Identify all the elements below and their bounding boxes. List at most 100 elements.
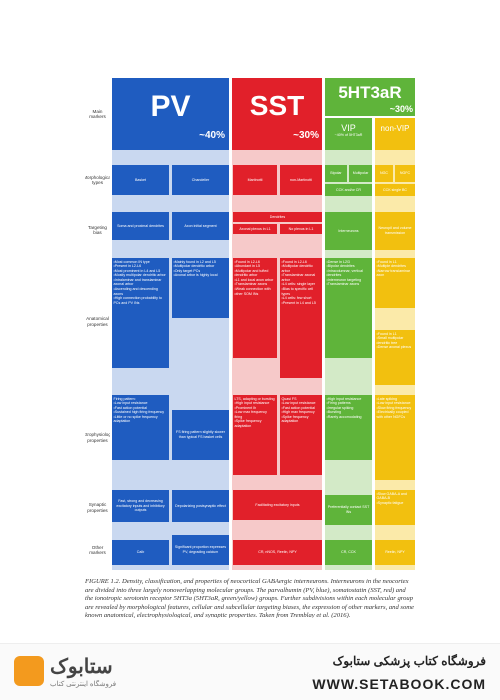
cell-line: FS firing pattern slightly slower than t… xyxy=(176,430,225,439)
cell: •Dense in L2/3 •Bipolar dendrites •Intraco… xyxy=(325,258,372,358)
cell-line: •Mostly multipolar dendritic arbor xyxy=(113,273,166,278)
cell-line: Fast, strong and decreasing excitatory i… xyxy=(116,499,165,513)
cell-line: •Bursting xyxy=(326,410,341,415)
nonvip-title: non-VIP xyxy=(380,124,410,133)
cell: Multipolar xyxy=(349,165,372,182)
cell-line: •Found in L2-L6 xyxy=(281,259,307,264)
cell: Fast, strong and decreasing excitatory i… xyxy=(112,490,169,522)
cell: Neuropil and volume transmission xyxy=(375,212,415,250)
pv-header: PV ~40% xyxy=(112,78,229,150)
cell-line: Martinotti xyxy=(247,177,263,182)
cell-line: •Multipolar and tufted dendritic arbor xyxy=(234,268,269,278)
cell-line: •Only target PCs xyxy=(173,268,201,273)
cell-line: •High input resistance xyxy=(326,396,362,401)
cell-line: •Rarely accomodating xyxy=(326,414,362,419)
cell-line: •Spike frequency adaptation xyxy=(234,419,262,429)
cell: •Found in L2-L6 •Abundant in L5 •Multipola… xyxy=(233,258,277,358)
cell-line: •Present in L4 and L5 xyxy=(281,300,316,305)
cell-line: Preferentially contact SST INs xyxy=(327,505,370,514)
cell-line: Firing pattern: xyxy=(113,396,136,401)
cell-line: •Firing patterns xyxy=(326,401,351,406)
row-label-text: Morphological types xyxy=(85,174,110,185)
cell-line: •L4 cells: single layer xyxy=(281,282,316,287)
cell-line: •Low input resistance xyxy=(376,401,411,406)
cell: FS firing pattern slightly slower than t… xyxy=(172,410,229,460)
cell: •Mainly found in L2 and L5 •Multipolar de… xyxy=(172,258,229,318)
cell-line: •Present in L2-L6 xyxy=(113,264,142,269)
cell-line: Interneurons xyxy=(338,228,359,233)
cell-line: •L1 and local axon arbor xyxy=(234,277,274,282)
cell: No plexus in L1 xyxy=(280,224,322,234)
vip-pct: ~40% of 5HT3aR xyxy=(334,133,363,137)
cell-line: Axon initial segment xyxy=(184,223,217,228)
cell-line: Multipolar xyxy=(352,171,369,176)
cell: Interneurons xyxy=(325,212,372,250)
cell-line: •Abundant in L5 xyxy=(234,264,260,269)
cell-line: Depolarizing postsynaptic effect xyxy=(175,503,226,508)
cell-line: Axonal plexus in L1 xyxy=(239,226,271,231)
cell-line: •High max frequency xyxy=(281,410,315,415)
cell: •Late spiking •Low input resistance •Slow … xyxy=(375,395,415,480)
row-label: Targeting bias xyxy=(85,210,110,250)
pv-pct: ~40% xyxy=(199,130,225,141)
cell-line: Reelin, NPY xyxy=(385,550,405,555)
cell-line: Significant proportion expresses PV, deg… xyxy=(174,545,227,554)
cell-line: •Little or no spike frequency adaptation xyxy=(113,414,158,424)
row-label: Anatomical properties xyxy=(85,258,110,385)
row-label: Other markers xyxy=(85,535,110,565)
cell-line: •Fast action potential xyxy=(281,405,315,410)
row-label: Electrophysiological properties xyxy=(85,395,110,480)
cell-line: Basket xyxy=(135,177,146,182)
cell-line: No plexus in L1 xyxy=(288,226,314,231)
cell: Basket xyxy=(112,165,169,195)
cell-line: •Multipolar dendritic arbor xyxy=(173,264,215,269)
cell-line: •Electrically coupled with other NGFCs xyxy=(376,410,409,419)
cell: Soma and proximal dendrites xyxy=(112,212,169,240)
cell-line: •Late spiking xyxy=(376,396,397,401)
cell: •Most common IN type •Present in L2-L6 •Mo… xyxy=(112,258,169,368)
store-name: فروشگاه کتاب پزشکی ستابوک xyxy=(332,654,486,668)
cell-line: •Weak connection with other SOM INs xyxy=(234,287,271,296)
cell-line: LTS, adapting or bursting xyxy=(234,396,275,401)
cell-line: •Spike frequency adaptation xyxy=(281,414,309,424)
vip-header: VIP ~40% of 5HT3aR xyxy=(325,118,372,150)
cell-line: •Found in L2-L6 xyxy=(234,259,260,264)
cell-line: •Synaptic fatigue xyxy=(376,500,404,505)
cell-line: •Fast action potential xyxy=(113,405,147,410)
cell-line: Soma and proximal dendrites xyxy=(117,223,164,228)
cell-line: Facilitating excitatory inputs xyxy=(255,502,300,507)
cell-line: NGC xyxy=(380,171,388,176)
cell-line: •Found in L1 xyxy=(376,259,397,264)
cell-line: •Translaminar axons xyxy=(234,282,268,287)
row-label-text: Main markers xyxy=(89,108,106,119)
htr-header: 5HT3aR ~30% xyxy=(325,78,415,116)
cell-line: •Intralaminar and translaminar axonal ar… xyxy=(113,277,162,287)
cell: •Slow GABA-A and GABA-B •Synaptic fatigue xyxy=(375,490,415,525)
cell-line: •High connection probability to PCs and … xyxy=(113,296,162,305)
logo-sub: فروشگاه اینترنتی کتاب xyxy=(50,681,117,688)
logo-icon xyxy=(14,656,44,686)
cell-line: Bipolar xyxy=(330,171,342,176)
cell-line: •Bipolar dendrites xyxy=(326,264,355,269)
cell: Facilitating excitatory inputs xyxy=(233,490,322,520)
cell-line: CCK and/or CR xyxy=(336,187,361,192)
cell-line: Calb xyxy=(136,550,145,555)
cell: non-Martinotti xyxy=(280,165,322,195)
cell-line: •Axonal arbor is highly local xyxy=(173,273,218,278)
cell-line: CCK single BC xyxy=(383,187,407,192)
cell: •High input resistance •Firing patterns •I… xyxy=(325,395,372,460)
cell-line: •Found in L1 xyxy=(376,331,397,336)
nonvip-header: non-VIP xyxy=(375,118,415,150)
cell: Quasi FS •Low input resistance •Fast actio… xyxy=(280,395,322,475)
cell: Reelin, NPY xyxy=(375,540,415,565)
cell: •Found in L1 •Multiple dendrites •Narrow t… xyxy=(375,258,415,308)
cell-line: •Prominent Ih xyxy=(234,405,257,410)
cell-line: •Small multipolar dendritic tree xyxy=(376,336,404,345)
store-url: WWW.SETABOOK.COM xyxy=(312,676,486,692)
cell-line: •Slow firing frequency xyxy=(376,405,412,410)
htr-pct: ~30% xyxy=(389,104,413,114)
sst-title: SST xyxy=(249,90,305,121)
cell-line: •Ascending and descending axons xyxy=(113,287,158,296)
cell-line: •Multiple dendrites xyxy=(376,264,406,269)
cell-line: •Sustained high firing frequency xyxy=(113,410,165,415)
